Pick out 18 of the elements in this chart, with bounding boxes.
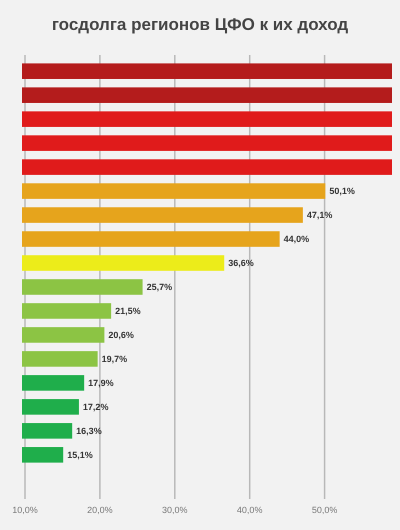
data-label: 25,7%	[146, 282, 172, 292]
data-label: 20,6%	[108, 330, 134, 340]
data-label: 21,5%	[115, 306, 141, 316]
data-label: 50,1%	[329, 186, 355, 196]
x-tick-label: 20,0%	[87, 505, 113, 515]
data-label: 15,1%	[67, 450, 93, 460]
data-label: 16,3%	[76, 426, 102, 436]
data-label: 44,0%	[284, 234, 310, 244]
x-tick-label: 10,0%	[12, 505, 38, 515]
x-tick-label: 40,0%	[236, 505, 262, 515]
data-label: 19,7%	[102, 354, 128, 364]
data-label: 47,1%	[306, 210, 332, 220]
data-label: 36,6%	[228, 258, 254, 268]
data-label: 17,2%	[82, 402, 108, 412]
data-label: 17,9%	[88, 378, 114, 388]
x-tick-label: 50,0%	[312, 505, 338, 515]
chart-title: госдолга регионов ЦФО к их доход	[52, 15, 348, 34]
x-tick-label: 30,0%	[162, 505, 188, 515]
